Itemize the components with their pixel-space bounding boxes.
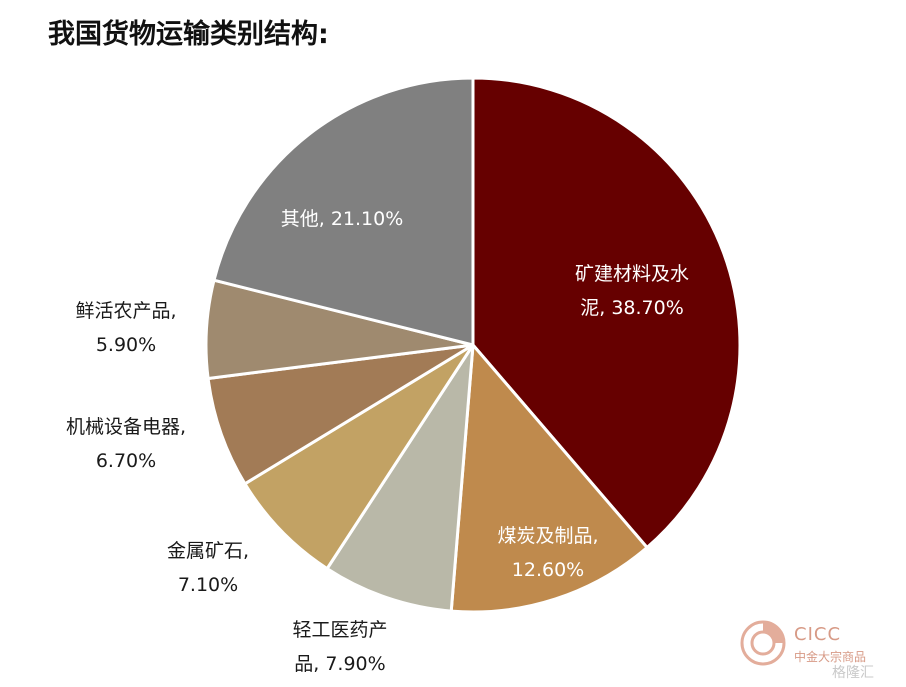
- pie-slice: [449, 343, 649, 614]
- slice-label: 矿建材料及水泥, 38.70%: [575, 263, 689, 319]
- slice-label: 金属矿石, 7.10%: [167, 540, 249, 596]
- slice-label-line: 金属矿石,: [167, 540, 249, 562]
- pie-slice: [325, 343, 475, 613]
- pie-slice: [212, 76, 475, 347]
- slice-label-line: 5.90%: [96, 334, 156, 356]
- slice-label-line: 机械设备电器,: [66, 416, 186, 438]
- slice-label-line: 其他, 21.10%: [281, 208, 404, 230]
- slice-label-line: 品, 7.90%: [294, 653, 385, 675]
- page-title: 我国货物运输类别结构:: [48, 19, 329, 50]
- pie-slice: [243, 343, 475, 571]
- pie-slice: [471, 76, 742, 549]
- slice-label: 鲜活农产品, 5.90%: [75, 300, 176, 356]
- slice-label-line: 矿建材料及水: [575, 263, 689, 285]
- slice-label-line: 7.10%: [178, 574, 238, 596]
- slice-label-line: 泥, 38.70%: [580, 297, 684, 319]
- watermark-site: 格隆汇: [832, 665, 874, 681]
- watermark-subtitle: 中金大宗商品: [794, 650, 867, 664]
- pie-slice: [206, 343, 475, 486]
- slice-label: 机械设备电器, 6.70%: [66, 416, 186, 472]
- slice-label-line: 煤炭及制品,: [497, 525, 598, 547]
- slice-label: 其他, 21.10%: [281, 208, 404, 230]
- slice-label-line: 12.60%: [512, 559, 584, 581]
- cicc-logo-icon: [740, 620, 786, 666]
- slice-label: 煤炭及制品, 12.60%: [497, 525, 598, 581]
- watermark-brand: CICC: [794, 624, 842, 645]
- slice-label: 轻工医药产品, 7.90%: [292, 619, 387, 675]
- slice-label-line: 轻工医药产: [292, 619, 387, 641]
- slice-label-line: 6.70%: [96, 450, 156, 472]
- slice-label-line: 鲜活农产品,: [75, 300, 176, 322]
